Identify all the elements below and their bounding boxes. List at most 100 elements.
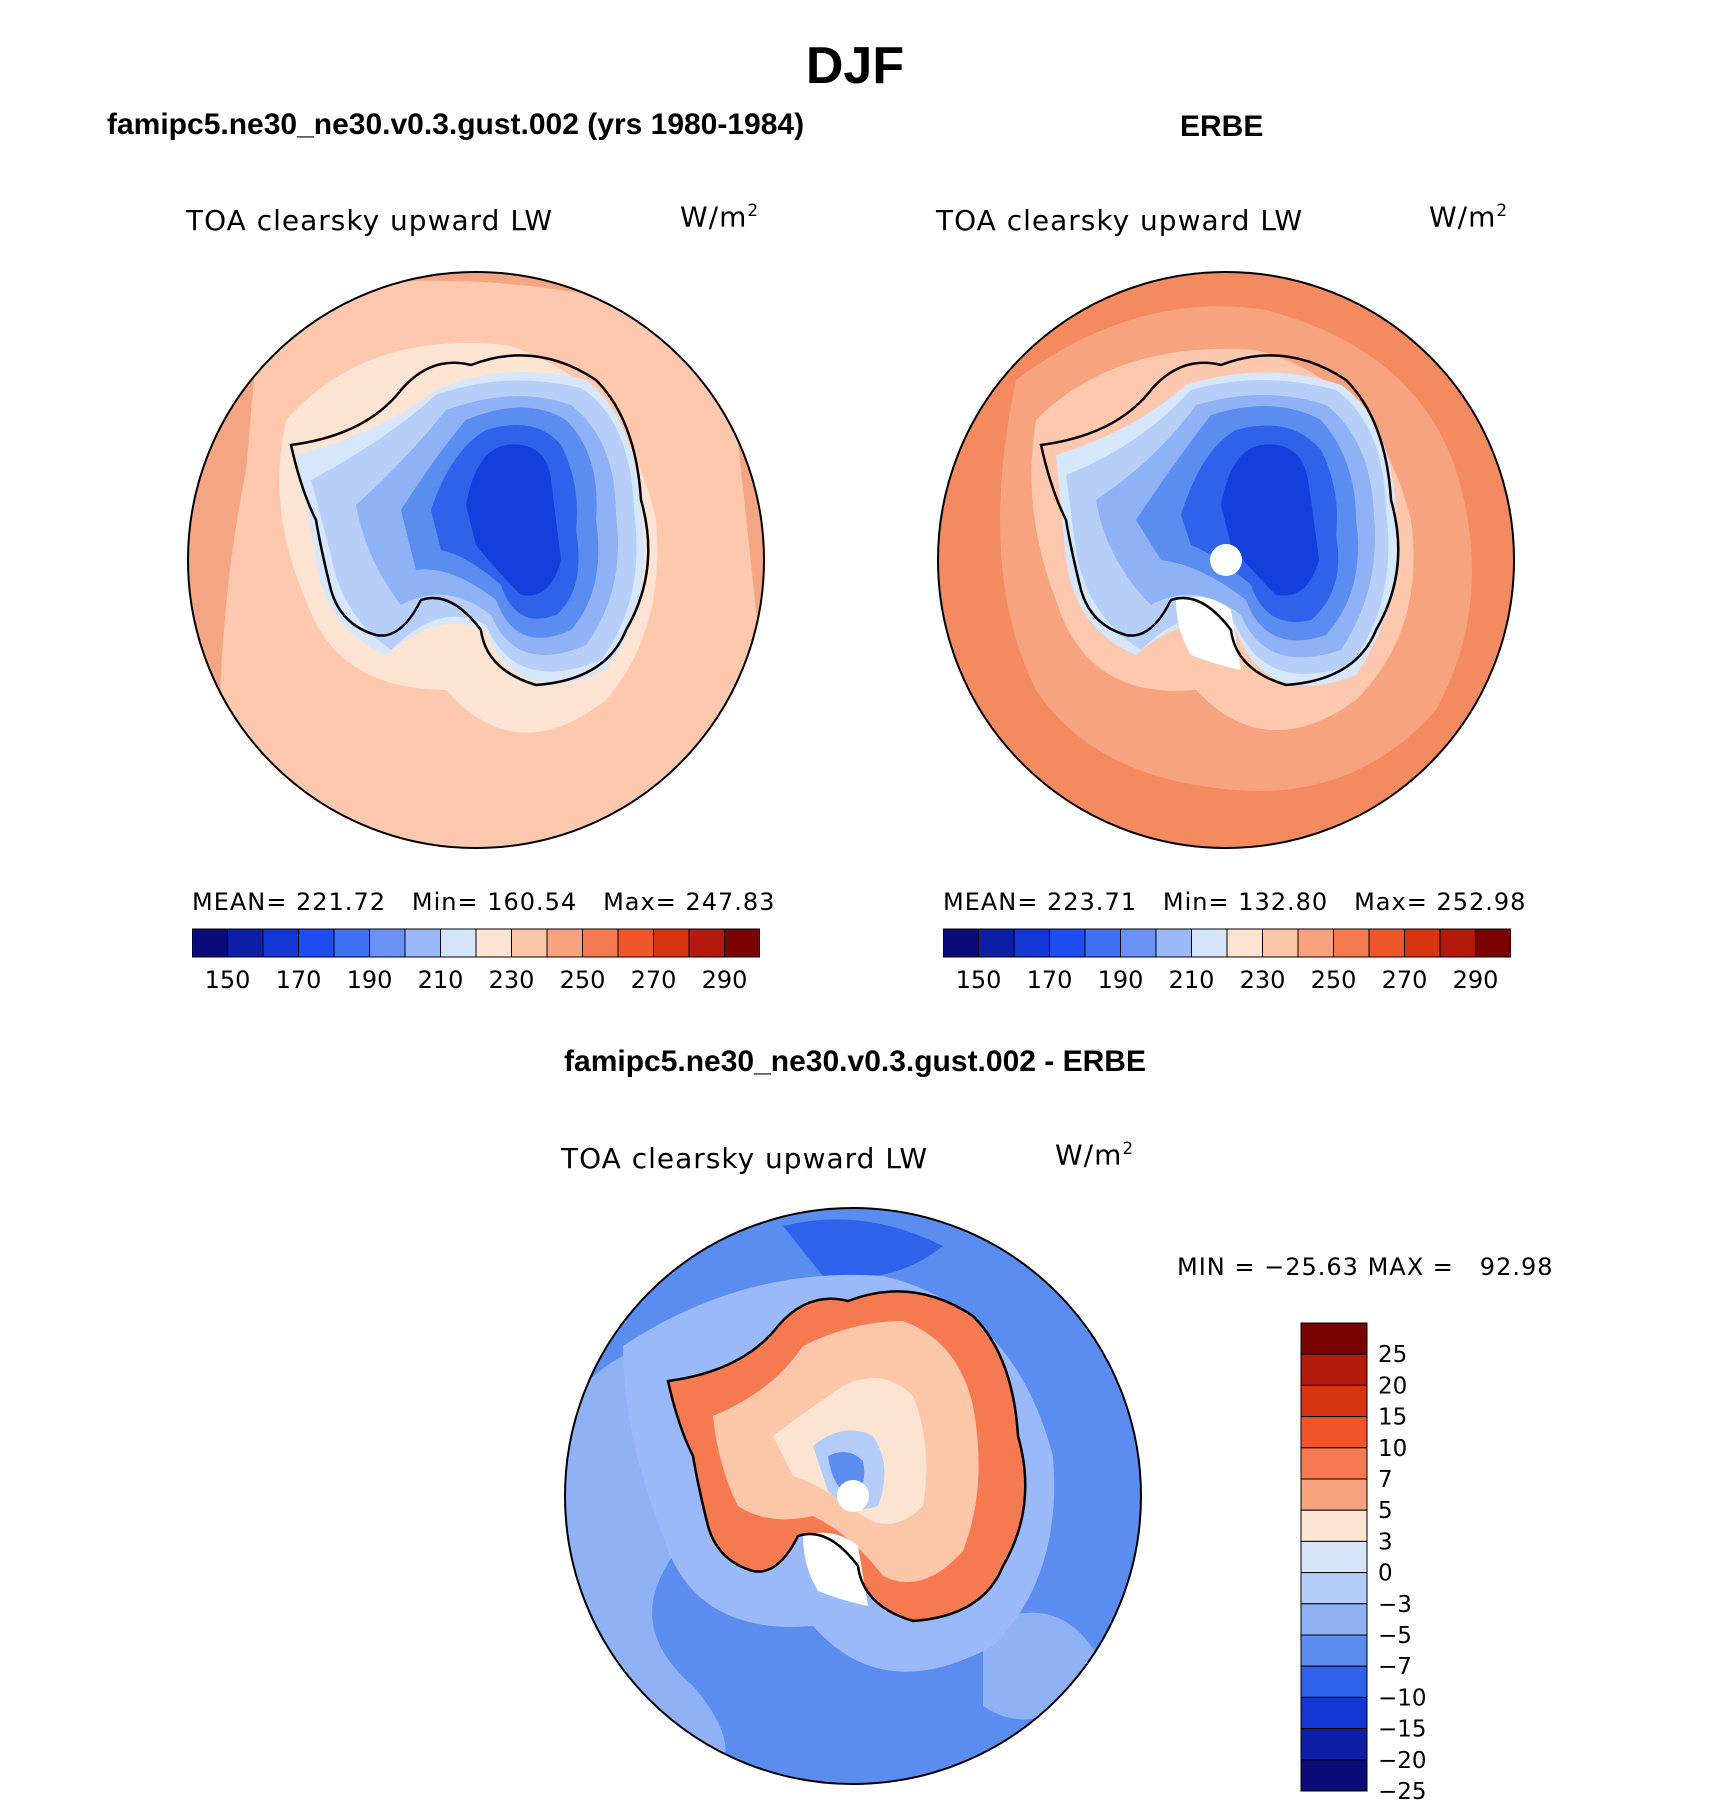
obs-map-boundary (937, 271, 1515, 849)
model-colorbar-tick-label: 270 (631, 966, 677, 994)
difference-polar-map (564, 1207, 1142, 1785)
model-stats-line: MEAN= 221.72 Min= 160.54 Max= 247.83 (192, 888, 775, 916)
obs-polar-map (937, 271, 1515, 849)
obs-units-exponent: 2 (1496, 200, 1509, 220)
obs-colorbar-swatch (1297, 928, 1334, 958)
obs-colorbar: 150 170 190 210 230 250 270 290 (943, 928, 1511, 994)
obs-mean-label: MEAN= (943, 888, 1039, 916)
diff-colorbar-tick-label: −15 (1378, 1717, 1427, 1743)
obs-colorbar-swatch (1368, 928, 1405, 958)
diff-colorbar-swatch (1300, 1478, 1368, 1511)
diff-colorbar-swatch (1300, 1353, 1368, 1386)
model-colorbar-tick-label: 250 (560, 966, 606, 994)
obs-colorbar-swatch (1120, 928, 1157, 958)
diff-colorbar-tick-label: 10 (1378, 1436, 1407, 1462)
obs-mean-value: 223.71 (1047, 888, 1137, 916)
diff-colorbar-swatch (1300, 1416, 1368, 1449)
obs-colorbar-swatch (1084, 928, 1121, 958)
model-land-band-5 (466, 444, 561, 596)
model-map-boundary (187, 271, 765, 849)
model-min-label: Min= (411, 888, 479, 916)
diff-colorbar-tick-label: −10 (1378, 1685, 1427, 1711)
obs-colorbar-tick-label: 170 (1027, 966, 1073, 994)
model-colorbar-swatch (546, 928, 583, 958)
obs-colorbar-tick-label: 230 (1240, 966, 1286, 994)
obs-panel-title: ERBE (1180, 110, 1264, 143)
model-max-value: 247.83 (685, 888, 776, 916)
obs-colorbar-tick-label: 290 (1453, 966, 1499, 994)
diff-map-boundary (564, 1207, 1142, 1785)
model-colorbar-swatch (369, 928, 406, 958)
diff-variable-label: TOA clearsky upward LW (561, 1142, 929, 1175)
diff-colorbar-tick-label: −20 (1378, 1748, 1427, 1774)
obs-colorbar-swatch (1049, 928, 1086, 958)
model-colorbar-swatch (404, 928, 441, 958)
model-units-label: W/m2 (680, 200, 759, 233)
obs-variable-label: TOA clearsky upward LW (936, 204, 1304, 237)
obs-missing-data-region (1176, 596, 1241, 670)
obs-min-label: Min= (1162, 888, 1230, 916)
obs-colorbar-tick-label: 150 (956, 966, 1002, 994)
model-colorbar-swatch (333, 928, 370, 958)
obs-colorbar-swatch (978, 928, 1015, 958)
obs-colorbar-swatch (1226, 928, 1263, 958)
diff-min-value: −25.63 (1264, 1253, 1359, 1281)
diff-colorbar-swatch (1300, 1509, 1368, 1542)
obs-colorbar-tick-label: 250 (1311, 966, 1357, 994)
obs-colorbar-swatch (943, 928, 979, 958)
diff-colorbar-swatch (1300, 1665, 1368, 1698)
diff-min-label: MIN = (1177, 1253, 1256, 1281)
model-colorbar-swatch (511, 928, 548, 958)
obs-units-label: W/m2 (1429, 200, 1508, 233)
diff-units-text: W/m (1055, 1138, 1123, 1172)
diff-colorbar-swatch (1300, 1634, 1368, 1667)
diff-colorbar-swatch (1300, 1759, 1368, 1792)
model-colorbar-tick-label: 170 (276, 966, 322, 994)
diff-colorbar-tick-label: −7 (1378, 1654, 1412, 1680)
diff-units-label: W/m2 (1055, 1138, 1134, 1171)
diff-colorbar-swatch (1300, 1696, 1368, 1730)
diff-max-label: MAX = (1367, 1253, 1454, 1281)
diff-colorbar-tick-label: −5 (1378, 1623, 1412, 1649)
obs-colorbar-swatch (1191, 928, 1228, 958)
model-colorbar-tick-label: 230 (489, 966, 535, 994)
difference-colorbar: 25 20 15 10 7 5 3 0 −3 −5 −7 −10 −15 −20 −25 (1300, 1322, 1427, 1802)
diff-colorbar-tick-label: 7 (1378, 1467, 1393, 1493)
model-variable-label: TOA clearsky upward LW (186, 204, 554, 237)
obs-colorbar-swatch (1404, 928, 1441, 958)
model-panel-title: famipc5.ne30_ne30.v0.3.gust.002 (yrs 198… (107, 108, 805, 141)
model-colorbar-swatch (653, 928, 690, 958)
obs-colorbar-tick-label: 190 (1098, 966, 1144, 994)
obs-max-label: Max= (1354, 888, 1428, 916)
obs-colorbar-tick-label: 270 (1382, 966, 1428, 994)
diff-colorbar-tick-label: 25 (1378, 1342, 1407, 1368)
season-title: DJF (805, 37, 905, 95)
obs-colorbar-swatch (1333, 928, 1370, 958)
model-colorbar-swatch (582, 928, 619, 958)
diff-colorbar-swatch (1300, 1322, 1368, 1355)
model-colorbar-swatch (440, 928, 477, 958)
model-antarctica-coastline (289, 354, 650, 687)
diff-colorbar-swatch (1300, 1384, 1368, 1418)
model-colorbar-swatch (192, 928, 228, 958)
model-colorbar: 150 170 190 210 230 250 270 290 (192, 928, 760, 994)
obs-max-value: 252.98 (1436, 888, 1527, 916)
model-min-value: 160.54 (487, 888, 578, 916)
obs-colorbar-swatch (1262, 928, 1299, 958)
model-colorbar-tick-label: 150 (205, 966, 251, 994)
difference-panel-title: famipc5.ne30_ne30.v0.3.gust.002 - ERBE (564, 1045, 1146, 1078)
diff-colorbar-swatch (1300, 1540, 1368, 1574)
diff-colorbar-tick-label: 20 (1378, 1373, 1407, 1399)
obs-land-band-5 (1221, 444, 1319, 596)
obs-colorbar-swatch (1155, 928, 1192, 958)
model-colorbar-swatch (475, 928, 512, 958)
model-colorbar-tick-label: 290 (702, 966, 748, 994)
diff-units-exponent: 2 (1122, 1138, 1135, 1158)
obs-colorbar-swatch (1475, 928, 1511, 958)
diff-dark-blue-region-north (783, 1219, 943, 1278)
diff-stats-line: MIN = −25.63 MAX = 92.98 (1177, 1253, 1554, 1281)
obs-stats-line: MEAN= 223.71 Min= 132.80 Max= 252.98 (943, 888, 1526, 916)
model-colorbar-swatch (688, 928, 725, 958)
diff-colorbar-swatch (1300, 1603, 1368, 1636)
obs-min-value: 132.80 (1238, 888, 1329, 916)
